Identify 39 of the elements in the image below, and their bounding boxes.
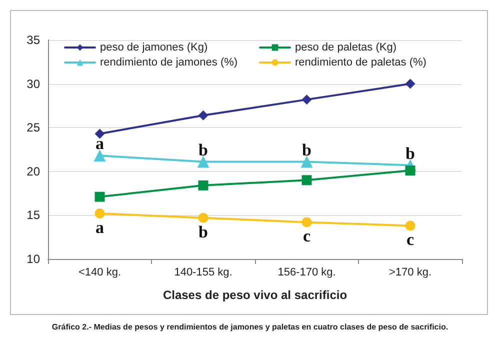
legend-label: rendimiento de jamones (%)	[100, 56, 238, 68]
annotation: b	[406, 144, 415, 163]
annotation: b	[198, 222, 208, 242]
annotation: c	[302, 226, 311, 246]
x-tick-label: 140-155 kg.	[174, 266, 232, 278]
legend-label: peso de jamones (Kg)	[100, 42, 208, 54]
point	[198, 110, 208, 120]
legend-label: rendimiento de paletas (%)	[295, 56, 426, 68]
point	[405, 166, 416, 176]
annotation: b	[302, 140, 312, 160]
text: Gráfico 2.- Medias de pesos y rendimientos de jamones y paletas en cuatro clases de peso de sacrificio.	[52, 322, 448, 332]
point	[405, 78, 416, 89]
point	[94, 208, 105, 218]
y-tick-label: 10	[26, 252, 40, 266]
y-tick-label: 25	[26, 120, 40, 135]
point	[405, 220, 416, 231]
y-tick-label: 20	[26, 164, 40, 178]
y-tick-label: 15	[26, 208, 40, 222]
point	[198, 180, 208, 190]
x-axis-title: Clases de peso vivo al sacrificio	[162, 288, 348, 302]
x-tick-label: >170 kg.	[388, 266, 432, 278]
y-tick-label: 35	[26, 33, 40, 47]
point	[94, 128, 105, 139]
annotation: a	[96, 218, 104, 237]
point	[94, 150, 106, 162]
annotation: b	[198, 140, 208, 160]
annotation: c	[406, 230, 414, 250]
y-tick-label: 30	[26, 76, 40, 91]
x-tick-label: <140 kg.	[78, 266, 122, 278]
x-tick-label: 156-170 kg.	[278, 266, 336, 278]
legend-label: peso de paletas (Kg)	[295, 42, 397, 54]
point	[94, 192, 105, 202]
point	[302, 217, 312, 228]
annotation: a	[96, 134, 104, 154]
point	[197, 156, 210, 168]
point	[198, 212, 208, 223]
point	[302, 94, 312, 105]
point	[302, 175, 312, 186]
point	[300, 156, 313, 168]
